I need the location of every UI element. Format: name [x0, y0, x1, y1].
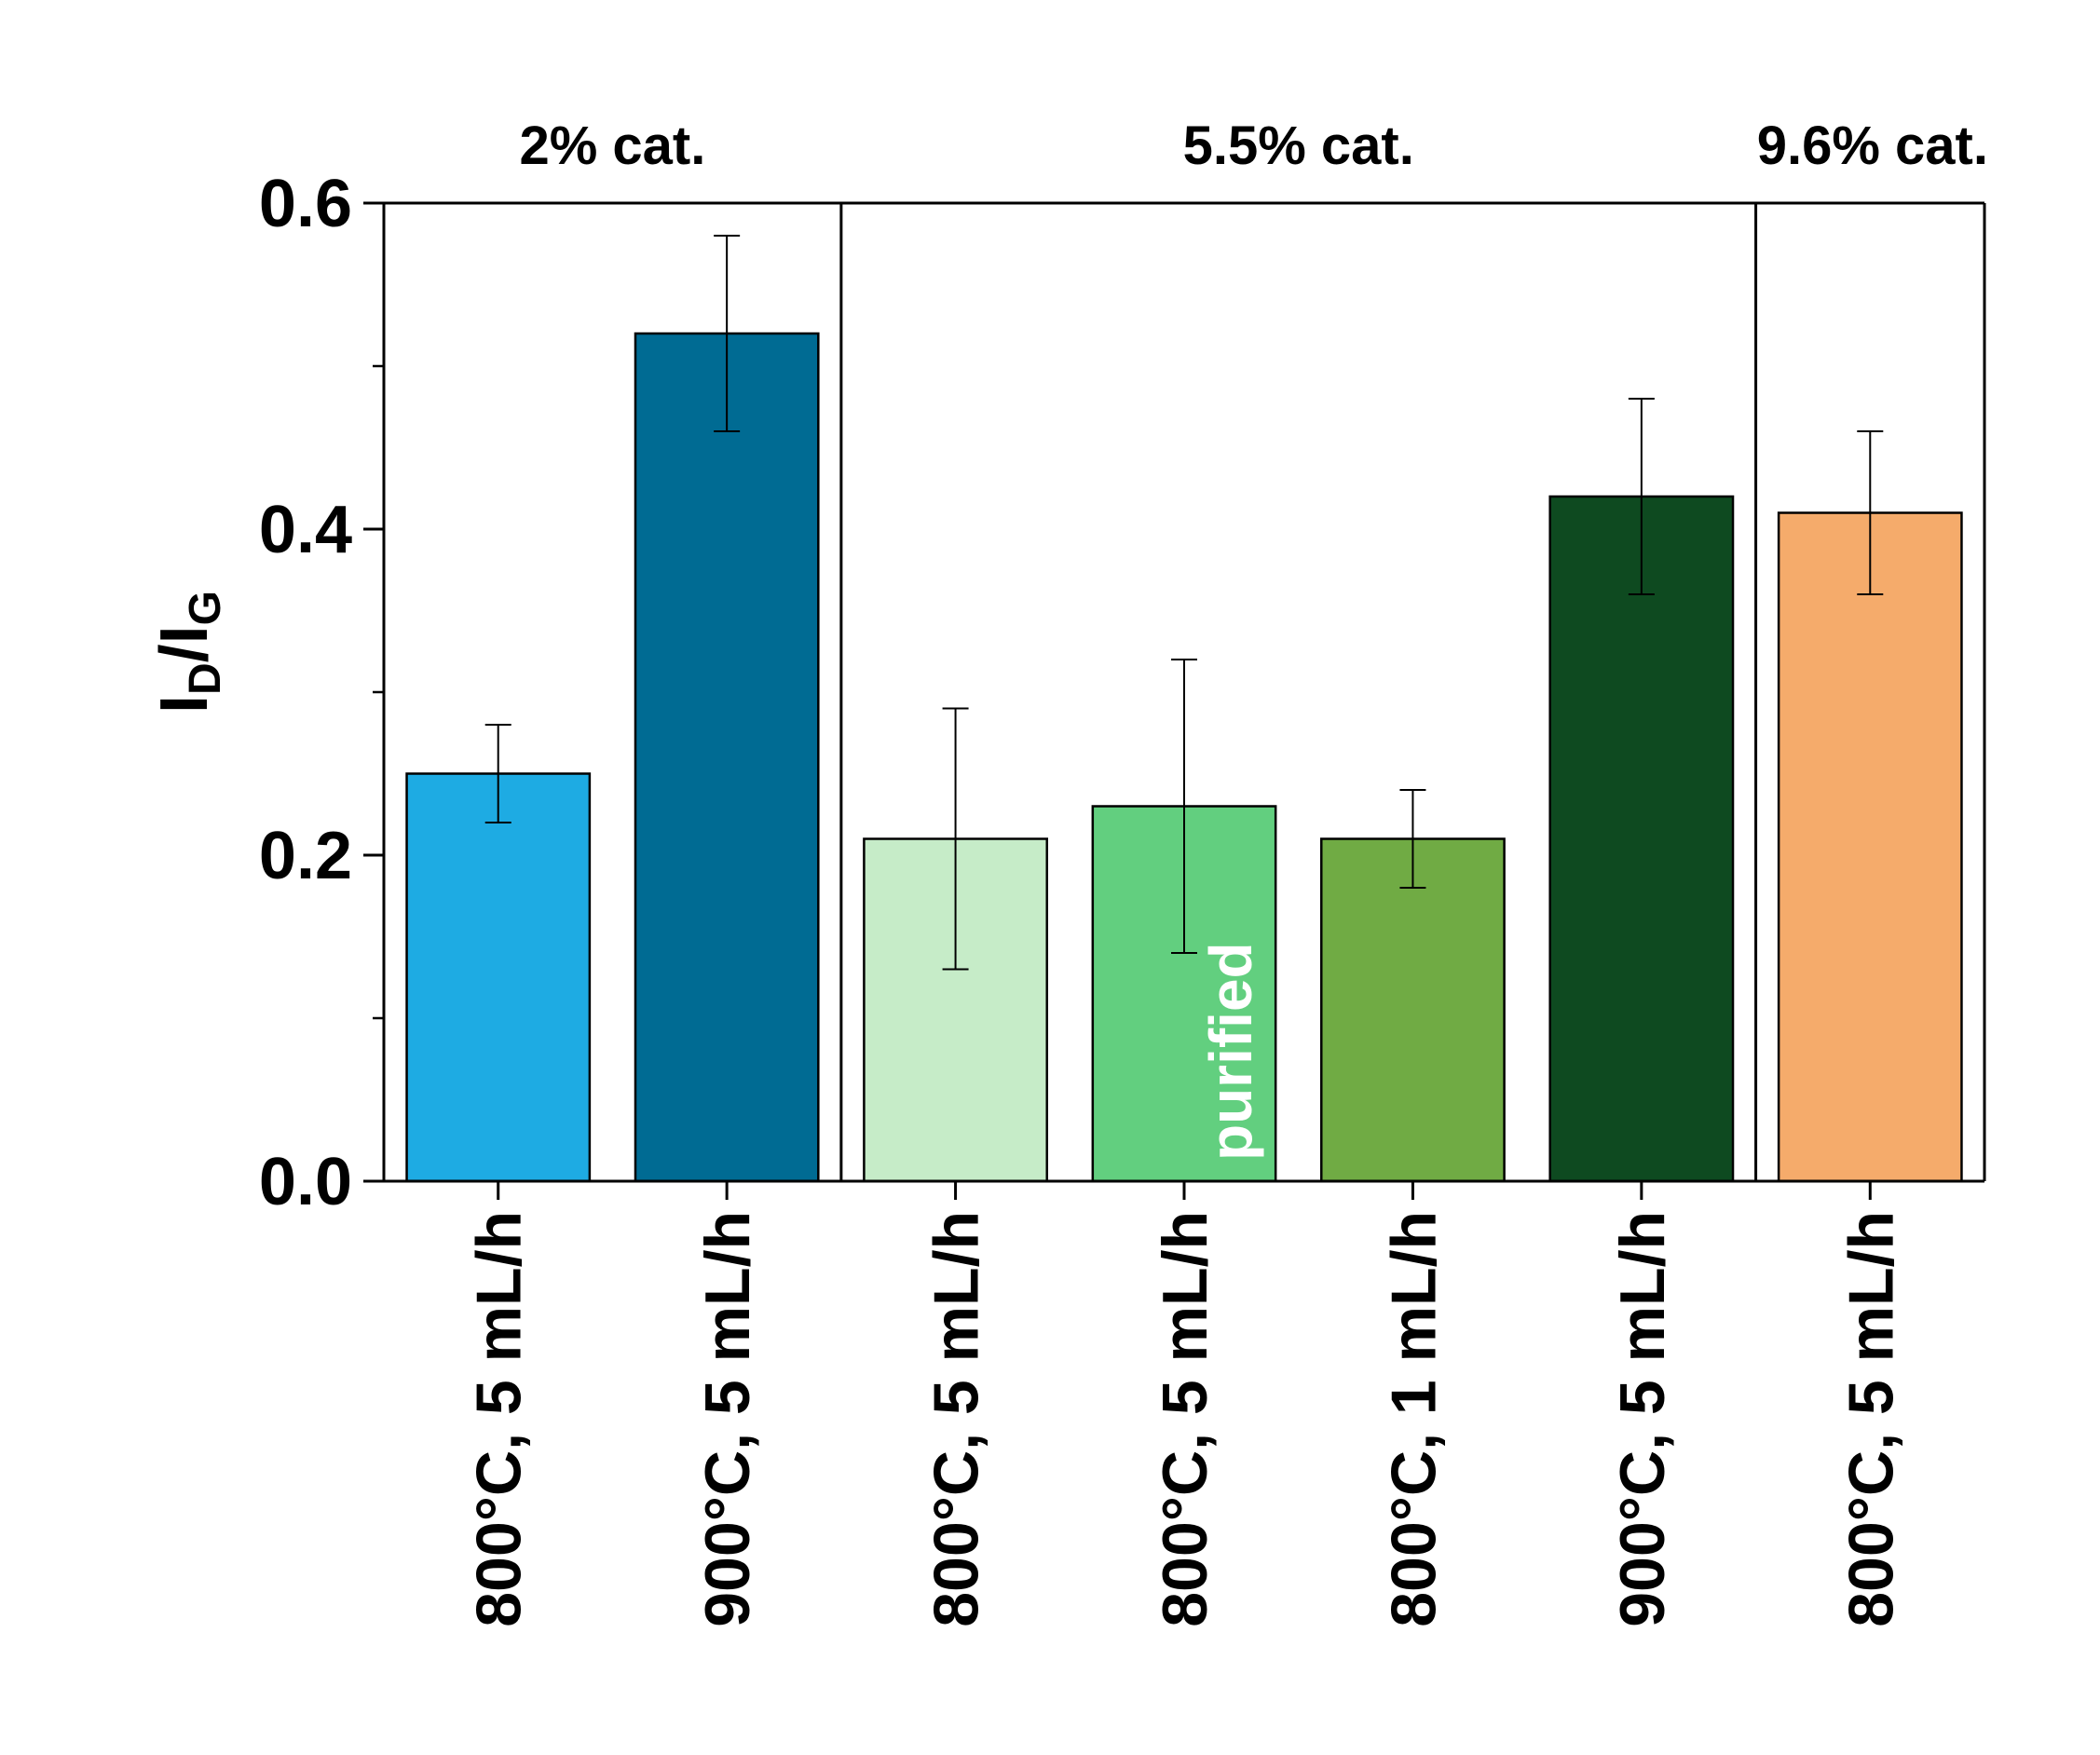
error-bar-6: [1857, 430, 1884, 595]
y-axis-title: ID/IG: [147, 591, 230, 714]
error-bar-4: [1399, 789, 1426, 889]
bar-6: [1777, 511, 1963, 1183]
bars-layer: [405, 332, 1963, 1183]
x-tick-label-4: 800°C, 1 mL/h: [1378, 1211, 1449, 1627]
annotations-layer: purified: [1197, 942, 1264, 1161]
group-label-1: 5.5% cat.: [1183, 116, 1414, 176]
bar-4: [1320, 837, 1506, 1183]
bar-0: [405, 772, 592, 1183]
axes-layer: [363, 201, 1986, 1200]
y-tick-label-1: 0.2: [259, 819, 352, 893]
error-bars-layer: [484, 235, 1884, 971]
x-tick-label-2: 800°C, 5 mL/h: [921, 1211, 992, 1627]
x-tick-label-3: 800°C, 5 mL/h: [1150, 1211, 1220, 1627]
group-label-2: 9.6% cat.: [1757, 116, 1988, 176]
y-tick-label-2: 0.4: [259, 493, 352, 567]
x-tick-label-0: 800°C, 5 mL/h: [464, 1211, 535, 1627]
x-tick-label-1: 900°C, 5 mL/h: [692, 1211, 763, 1627]
x-tick-label-6: 800°C, 5 mL/h: [1835, 1211, 1906, 1627]
y-tick-label-3: 0.6: [259, 167, 352, 241]
error-bar-0: [484, 724, 511, 823]
error-bar-2: [942, 707, 969, 971]
annotation-purified: purified: [1197, 942, 1264, 1161]
labels-layer: 0.0 0.2 0.4 0.6 800°C, 5 mL/h 900°C, 5 mL/h 80…: [259, 116, 1988, 1627]
error-bar-3: [1171, 659, 1197, 954]
x-tick-label-5: 900°C, 5 mL/h: [1607, 1211, 1678, 1627]
y-tick-label-0: 0.0: [259, 1145, 352, 1219]
group-label-0: 2% cat.: [519, 116, 705, 176]
error-bar-1: [714, 235, 741, 432]
bar-1: [634, 332, 820, 1183]
error-bar-5: [1628, 398, 1655, 595]
bar-5: [1548, 495, 1735, 1183]
